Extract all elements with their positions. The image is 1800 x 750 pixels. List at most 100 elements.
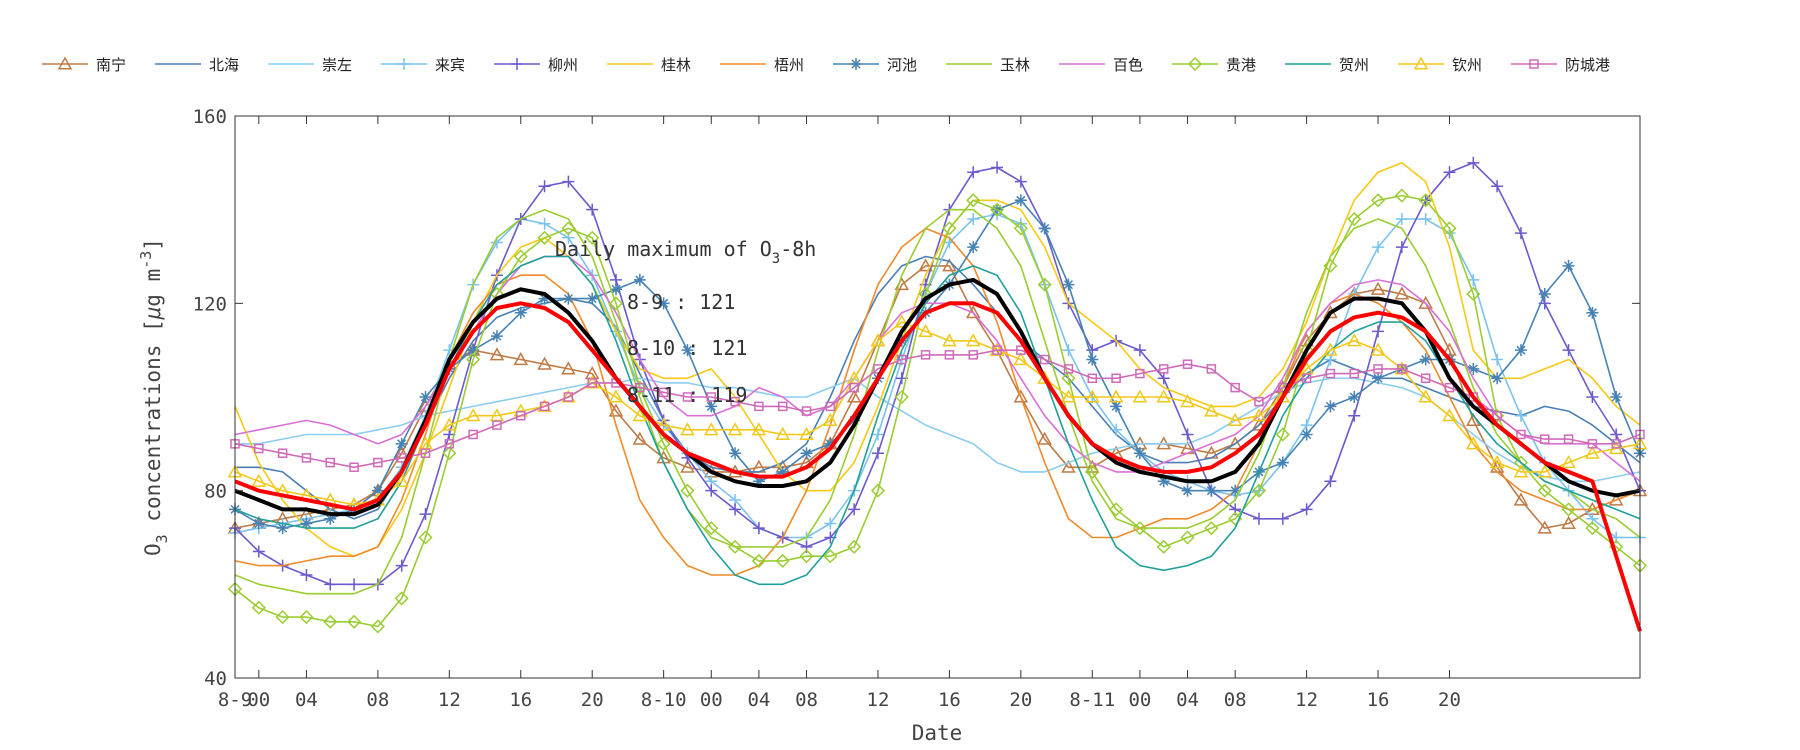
annotation-title: Daily maximum of O3-8h [555, 237, 816, 267]
data-point [585, 230, 600, 245]
data-point [1251, 417, 1267, 431]
data-point [1323, 258, 1338, 273]
data-point [1491, 180, 1504, 193]
data-point [1562, 344, 1575, 357]
data-point [419, 391, 432, 403]
series-line [235, 255, 1641, 520]
data-point [632, 431, 648, 445]
legend-label: 北海 [209, 56, 239, 74]
data-point [1419, 353, 1432, 366]
data-point [775, 426, 790, 441]
data-point [444, 439, 455, 449]
x-tick-label: 00 [247, 689, 270, 711]
data-point [1254, 396, 1264, 407]
data-point [1135, 368, 1145, 379]
data-point [252, 517, 265, 530]
data-point [727, 422, 743, 436]
data-point [1395, 241, 1408, 254]
x-tick-label: 12 [438, 689, 461, 711]
data-point [752, 475, 765, 488]
annotation-line-1: 8-9 : 121 [627, 290, 735, 314]
data-point [1251, 483, 1267, 498]
legend-marker [57, 56, 73, 70]
data-point [1014, 175, 1027, 188]
data-point [538, 180, 551, 193]
x-tick-label: 04 [1176, 689, 1199, 711]
data-point [323, 614, 338, 629]
data-point [1372, 241, 1385, 254]
data-point [1227, 436, 1243, 450]
data-point [728, 539, 743, 554]
data-point [1062, 278, 1075, 291]
data-point [1227, 412, 1243, 426]
series-16 [234, 301, 1642, 632]
legend-marker [1187, 56, 1203, 72]
data-point [1513, 464, 1529, 478]
data-point [1418, 193, 1433, 208]
data-point [420, 448, 431, 458]
data-point [776, 465, 789, 478]
data-point [1514, 344, 1527, 357]
data-point [277, 448, 288, 458]
data-point [1062, 344, 1075, 357]
data-point [1204, 403, 1219, 417]
data-point [1038, 222, 1051, 235]
data-point [1133, 447, 1146, 460]
data-point [396, 453, 407, 463]
y-axis-title: O3 concentrations [μg m-3] [137, 238, 171, 556]
legend-item: 北海 [155, 56, 239, 74]
data-point [1324, 475, 1337, 488]
data-point [1061, 371, 1076, 386]
legend-item: 百色 [1059, 56, 1143, 74]
data-point [656, 417, 671, 431]
data-point [1037, 431, 1052, 445]
data-point [777, 401, 788, 412]
data-point [538, 292, 551, 305]
data-point [799, 426, 814, 441]
data-point [754, 401, 764, 412]
chart-legend: 南宁 北海 崇左 来宾 柳州 桂林 梧州 河池 玉林 百色 贵港 贺州 钦州 防城港 [42, 56, 1610, 74]
data-point [967, 241, 980, 254]
x-tick-label: 12 [1295, 689, 1318, 711]
data-point [870, 483, 886, 498]
data-point [1370, 281, 1386, 295]
data-point [918, 258, 933, 272]
data-point [1468, 392, 1479, 402]
data-point [1466, 286, 1481, 302]
data-point [920, 350, 931, 360]
data-point [561, 361, 576, 375]
data-point [1561, 502, 1576, 517]
data-point [370, 619, 385, 634]
data-point [1348, 391, 1361, 403]
data-point [658, 387, 669, 398]
data-point [563, 392, 574, 402]
x-tick-label: 12 [867, 689, 890, 711]
y-tick-label: 120 [193, 293, 227, 315]
data-point [1275, 389, 1291, 403]
data-point [1086, 353, 1099, 366]
legend-label: 防城港 [1565, 56, 1610, 74]
data-point [1181, 428, 1194, 441]
data-point [1180, 394, 1195, 408]
data-point [492, 420, 502, 430]
annotation-line-3: 8-11 : 119 [627, 383, 747, 407]
series-line [234, 277, 1641, 517]
data-point [1586, 391, 1599, 403]
data-point [1514, 227, 1527, 240]
data-point [586, 292, 599, 305]
data-point [871, 447, 884, 460]
data-point [276, 522, 289, 535]
data-point [848, 414, 861, 427]
data-point [706, 392, 717, 402]
data-point [394, 473, 409, 487]
data-point [1516, 429, 1526, 440]
data-point [1537, 520, 1553, 534]
data-point [965, 333, 981, 347]
data-point [1349, 368, 1359, 379]
data-point [1370, 342, 1386, 356]
data-point [349, 462, 359, 472]
x-tick-label: 16 [938, 689, 961, 711]
data-point [989, 202, 1005, 217]
data-point [1347, 211, 1362, 227]
data-point [1061, 389, 1076, 403]
